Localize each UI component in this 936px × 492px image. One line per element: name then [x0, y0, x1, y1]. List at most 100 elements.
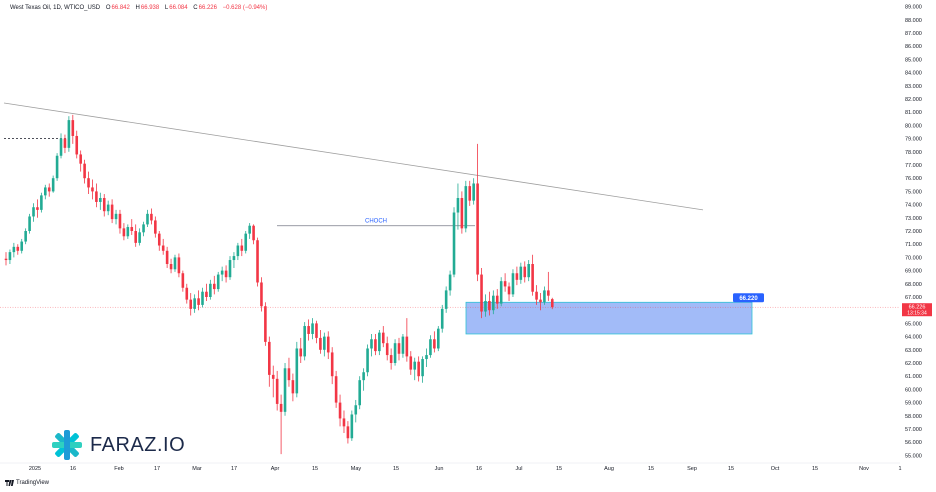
candle-body[interactable] [59, 138, 63, 156]
candle-body[interactable] [472, 183, 475, 201]
candle-body[interactable] [71, 120, 75, 136]
candle-body[interactable] [413, 361, 417, 370]
candle-body[interactable] [32, 207, 35, 217]
candle-body[interactable] [503, 281, 507, 287]
candle-body[interactable] [55, 155, 59, 179]
candle-body[interactable] [456, 198, 460, 213]
candle-body[interactable] [161, 245, 165, 251]
candle-body[interactable] [444, 290, 448, 309]
candle-body[interactable] [452, 212, 456, 275]
candle-body[interactable] [519, 266, 523, 280]
candle-body[interactable] [397, 343, 401, 354]
candle-body[interactable] [44, 187, 47, 196]
candle-body[interactable] [181, 273, 185, 288]
candle-body[interactable] [173, 257, 177, 270]
candle-body[interactable] [421, 359, 424, 377]
candle-body[interactable] [252, 225, 255, 241]
candle-body[interactable] [338, 402, 342, 419]
candle-body[interactable] [268, 341, 271, 375]
candle-body[interactable] [36, 207, 39, 210]
candle-body[interactable] [401, 336, 405, 354]
candle-body[interactable] [543, 290, 546, 303]
candle-body[interactable] [311, 323, 314, 334]
candle-body[interactable] [378, 332, 381, 352]
candle-body[interactable] [511, 273, 515, 295]
candle-body[interactable] [535, 291, 538, 300]
candle-body[interactable] [299, 348, 303, 357]
candle-body[interactable] [4, 258, 8, 261]
candle-body[interactable] [492, 295, 495, 311]
candle-body[interactable] [150, 213, 153, 221]
candle-body[interactable] [169, 264, 173, 270]
candle-body[interactable] [429, 339, 432, 356]
candle-body[interactable] [531, 264, 534, 292]
candle-body[interactable] [232, 256, 236, 261]
candle-body[interactable] [385, 343, 389, 356]
candle-body[interactable] [146, 213, 149, 225]
candle-body[interactable] [87, 178, 90, 188]
candle-body[interactable] [216, 274, 220, 290]
candle-body[interactable] [201, 291, 204, 305]
candle-body[interactable] [515, 273, 519, 280]
candle-body[interactable] [63, 138, 67, 148]
candle-body[interactable] [8, 252, 12, 261]
candle-body[interactable] [326, 336, 330, 353]
candle-body[interactable] [362, 372, 365, 381]
candle-body[interactable] [507, 286, 511, 295]
candle-body[interactable] [154, 220, 157, 234]
candle-body[interactable] [433, 339, 436, 349]
candle-body[interactable] [138, 232, 141, 243]
candle-body[interactable] [240, 245, 244, 251]
candle-body[interactable] [315, 323, 318, 338]
trendline[interactable] [3, 102, 704, 211]
candle-body[interactable] [346, 426, 350, 439]
candle-body[interactable] [51, 178, 55, 192]
candle-body[interactable] [16, 246, 20, 251]
candle-body[interactable] [189, 299, 193, 309]
candle-body[interactable] [20, 241, 24, 251]
candle-body[interactable] [287, 368, 291, 381]
candle-body[interactable] [28, 216, 31, 231]
candle-body[interactable] [110, 204, 114, 220]
candle-body[interactable] [484, 300, 487, 312]
candle-body[interactable] [130, 227, 134, 231]
candle-body[interactable] [409, 356, 413, 370]
candle-body[interactable] [165, 250, 169, 264]
candle-body[interactable] [197, 298, 200, 305]
candle-body[interactable] [212, 283, 216, 290]
candle-body[interactable] [381, 332, 385, 344]
candle-body[interactable] [157, 233, 161, 246]
candle-body[interactable] [106, 204, 110, 212]
candle-body[interactable] [244, 233, 248, 251]
candle-body[interactable] [539, 299, 542, 303]
candle-body[interactable] [118, 213, 122, 229]
candle-body[interactable] [295, 348, 299, 394]
candle-body[interactable] [99, 198, 102, 202]
candle-body[interactable] [279, 403, 283, 412]
candle-body[interactable] [319, 337, 322, 350]
candle-body[interactable] [393, 343, 397, 363]
candle-body[interactable] [177, 257, 181, 274]
candle-body[interactable] [460, 198, 464, 229]
candle-body[interactable] [95, 191, 98, 202]
candle-body[interactable] [464, 186, 468, 229]
candle-body[interactable] [476, 183, 479, 275]
candle-body[interactable] [224, 270, 228, 278]
candle-body[interactable] [142, 224, 145, 233]
candle-body[interactable] [342, 418, 346, 427]
candle-body[interactable] [547, 290, 550, 296]
candle-body[interactable] [283, 368, 287, 412]
candle-body[interactable] [228, 260, 232, 278]
candle-body[interactable] [114, 213, 118, 220]
candle-body[interactable] [350, 414, 354, 439]
candle-body[interactable] [134, 231, 137, 243]
candle-body[interactable] [122, 228, 126, 237]
candle-body[interactable] [193, 298, 196, 309]
candle-body[interactable] [126, 227, 130, 237]
candle-body[interactable] [480, 274, 483, 312]
candle-body[interactable] [248, 225, 251, 234]
symbol-title[interactable]: West Texas Oil, 1D, WTICO_USD [10, 5, 101, 11]
candle-body[interactable] [47, 187, 51, 192]
tradingview-attribution[interactable]: TradingView [5, 480, 49, 486]
candle-body[interactable] [358, 380, 361, 406]
